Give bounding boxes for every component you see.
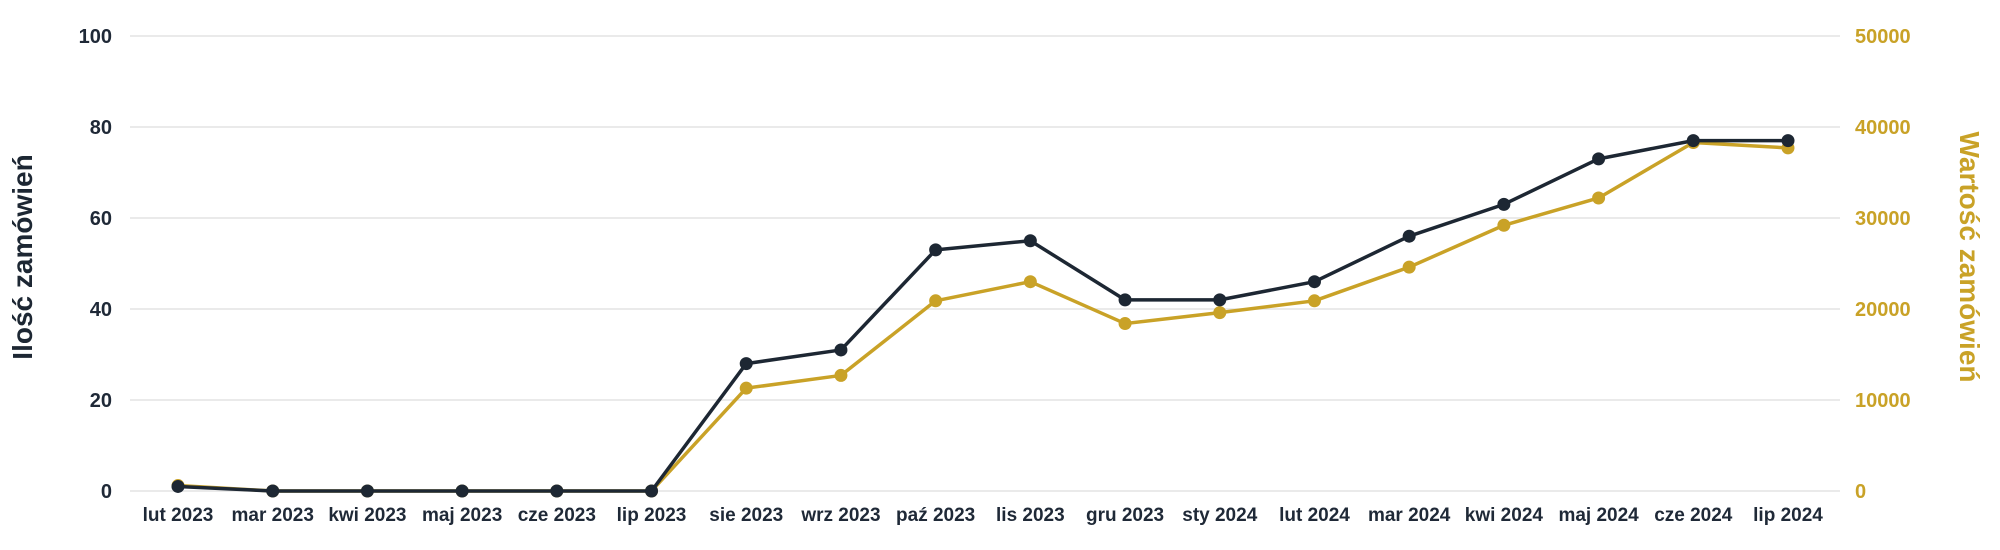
right-tick-label: 0 — [1855, 481, 1866, 503]
left-tick-label: 80 — [90, 117, 112, 139]
series-right — [171, 135, 1795, 498]
data-point — [1307, 275, 1321, 289]
x-tick-label: kwi 2023 — [328, 505, 406, 526]
data-point — [1118, 293, 1132, 307]
data-point — [1592, 152, 1606, 166]
right-axis-title: Wartość zamówień — [1954, 131, 1985, 382]
series-line — [177, 138, 1788, 493]
data-point — [645, 484, 659, 498]
x-tick-label: lip 2023 — [617, 505, 687, 526]
data-point — [1118, 317, 1132, 331]
gridlines — [130, 35, 1840, 492]
right-tick-label: 20000 — [1855, 299, 1911, 321]
left-axis-title: Ilość zamówień — [7, 154, 38, 359]
data-point — [550, 484, 564, 498]
x-tick-label: lip 2024 — [1753, 505, 1823, 526]
x-tick-label: mar 2023 — [232, 505, 314, 526]
data-point — [171, 479, 185, 493]
x-tick-label: sty 2024 — [1182, 505, 1257, 526]
left-tick-label: 100 — [79, 26, 112, 48]
series-line — [177, 140, 1789, 493]
x-axis-ticks: lut 2023 mar 2023 kwi 2023 maj 2023 cze 2023… — [143, 505, 1824, 526]
right-tick-label: 50000 — [1855, 26, 1911, 48]
data-point — [739, 381, 753, 395]
data-point — [1497, 218, 1511, 232]
right-tick-label: 10000 — [1855, 390, 1911, 412]
data-point — [1213, 306, 1227, 320]
data-point — [1686, 134, 1700, 148]
data-point — [360, 484, 374, 498]
left-tick-label: 60 — [90, 208, 112, 230]
left-tick-label: 0 — [101, 481, 112, 503]
left-axis-ticks: 0 20 40 60 80 100 — [79, 26, 112, 503]
data-point — [739, 357, 753, 371]
data-point — [834, 343, 848, 357]
x-tick-label: mar 2024 — [1368, 505, 1451, 526]
series-left — [171, 134, 1795, 498]
x-tick-label: paź 2023 — [896, 505, 975, 526]
right-tick-label: 40000 — [1855, 117, 1911, 139]
data-point — [1213, 293, 1227, 307]
data-point — [455, 484, 469, 498]
x-tick-label: lut 2023 — [143, 505, 214, 526]
left-tick-label: 20 — [90, 390, 112, 412]
x-tick-label: cze 2024 — [1654, 505, 1733, 526]
x-tick-label: maj 2024 — [1558, 505, 1639, 526]
x-tick-label: gru 2023 — [1086, 505, 1164, 526]
data-point — [1402, 229, 1416, 243]
x-tick-label: sie 2023 — [709, 505, 783, 526]
x-tick-label: maj 2023 — [422, 505, 502, 526]
data-point — [834, 368, 848, 382]
data-point — [1023, 234, 1037, 248]
left-tick-label: 40 — [90, 299, 112, 321]
data-point — [266, 484, 280, 498]
x-tick-label: wrz 2023 — [800, 505, 880, 526]
data-point — [1497, 197, 1511, 211]
data-point — [1023, 275, 1037, 289]
data-point — [1592, 191, 1606, 205]
x-tick-label: kwi 2024 — [1465, 505, 1544, 526]
x-tick-label: lut 2024 — [1279, 505, 1350, 526]
data-point — [929, 294, 943, 308]
right-tick-label: 30000 — [1855, 208, 1911, 230]
x-tick-label: cze 2023 — [518, 505, 596, 526]
data-point — [1402, 260, 1416, 274]
series — [171, 134, 1795, 498]
data-point — [929, 243, 943, 257]
right-axis-ticks: 0 10000 20000 30000 40000 50000 — [1855, 26, 1911, 503]
data-point — [1781, 134, 1795, 148]
data-point — [1307, 294, 1321, 308]
x-tick-label: lis 2023 — [996, 505, 1065, 526]
